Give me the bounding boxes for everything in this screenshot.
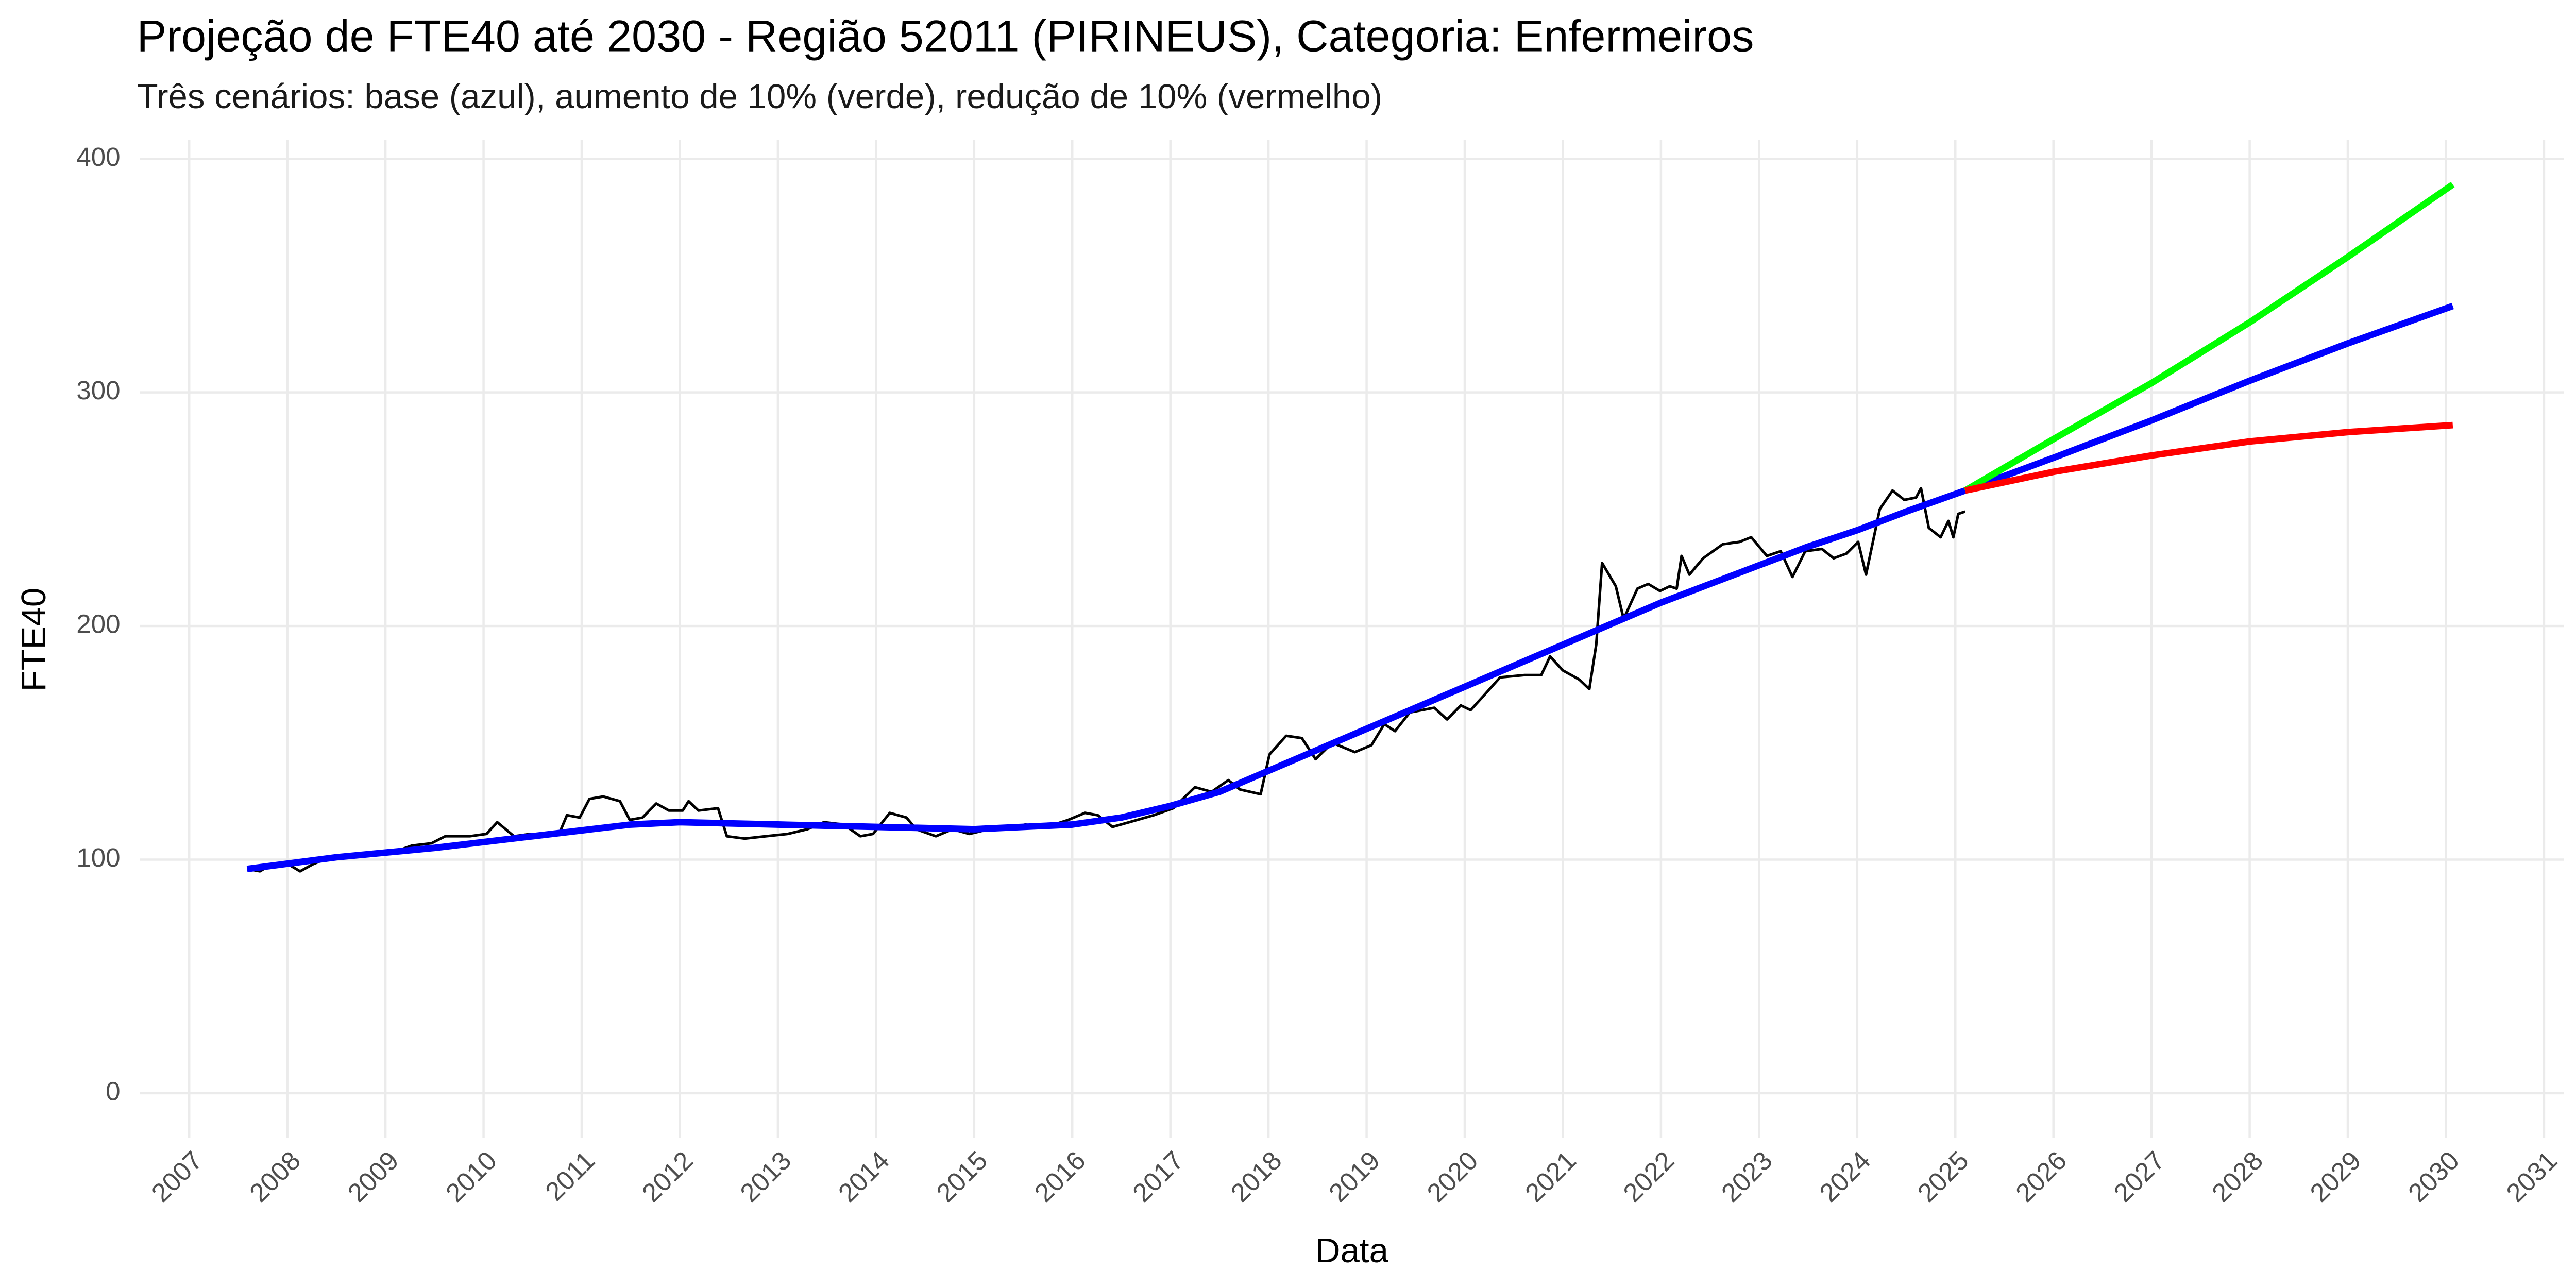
y-tick-label: 200 <box>76 609 120 639</box>
y-axis-title: FTE40 <box>14 588 53 692</box>
y-tick-label: 0 <box>106 1076 120 1106</box>
chart-subtitle: Três cenários: base (azul), aumento de 1… <box>137 77 1382 116</box>
series-line <box>1963 181 2455 494</box>
series-line <box>246 302 2454 872</box>
y-tick-label: 400 <box>76 142 120 172</box>
series-line <box>1964 421 2453 494</box>
chart-title: Projeção de FTE40 até 2030 - Região 5201… <box>137 12 1754 61</box>
grid <box>140 140 2564 1138</box>
plot-lines <box>246 181 2455 873</box>
y-tick-label: 300 <box>76 376 120 405</box>
y-tick-label: 100 <box>76 843 120 872</box>
x-axis-title: Data <box>1315 1231 1389 1270</box>
